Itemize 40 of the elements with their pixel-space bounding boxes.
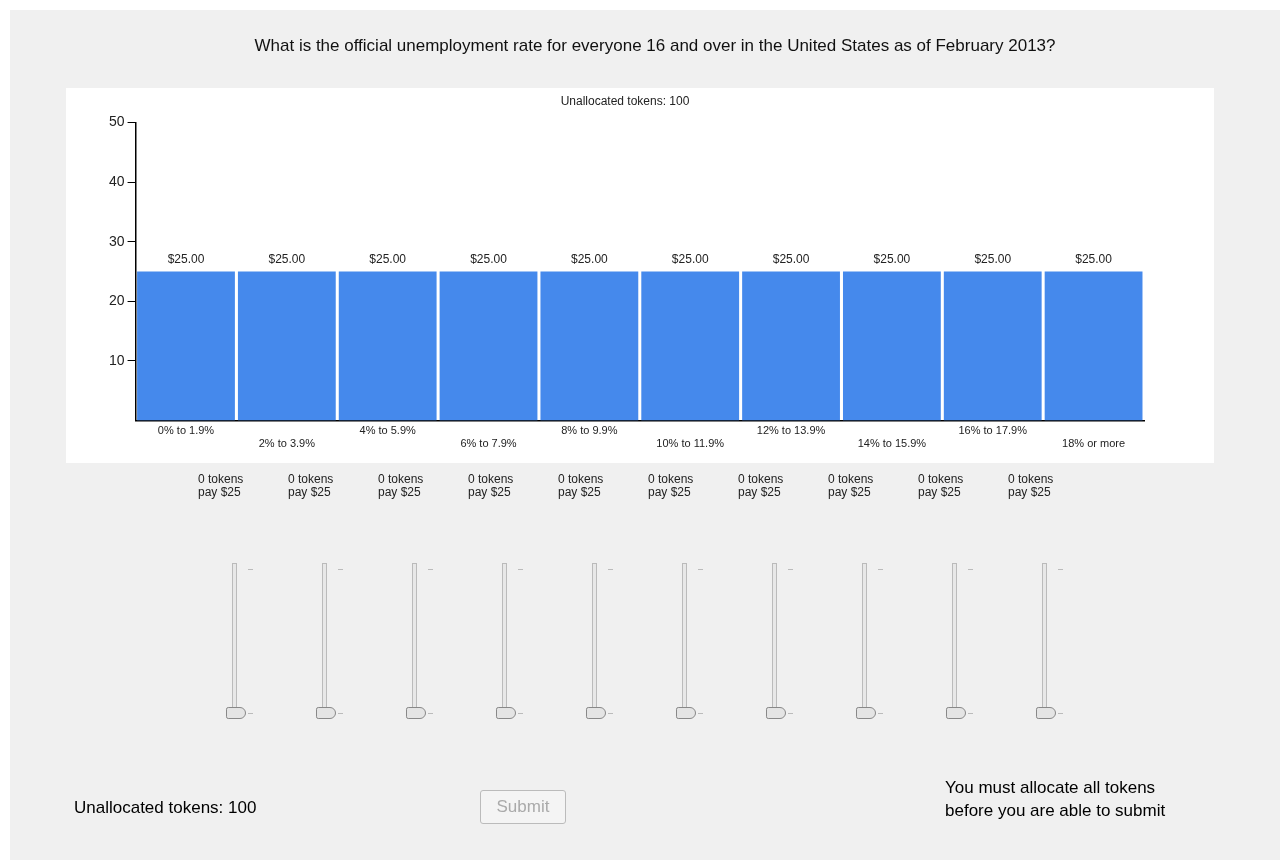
x-tick-label: 14% to 15.9% xyxy=(857,437,927,450)
y-tick-label: 20 xyxy=(108,292,125,309)
y-tick-label: 30 xyxy=(108,232,125,249)
chart-subtitle: Unallocated tokens: 100 xyxy=(560,93,690,108)
x-tick-label: 10% to 11.9% xyxy=(656,437,725,450)
x-tick-label: 18% or more xyxy=(1062,437,1126,450)
data-label: $25.00 xyxy=(571,251,609,266)
text: 0 tokens pay $25 xyxy=(198,472,244,499)
data-label: $25.00 xyxy=(369,251,407,266)
data-label: $25.00 xyxy=(167,251,205,266)
x-tick-label: 8% to 9.9% xyxy=(561,424,618,437)
y-tick-label: 50 xyxy=(108,113,125,130)
text: 0 tokens pay $25 xyxy=(648,472,694,499)
data-label: $25.00 xyxy=(268,251,306,266)
chart-title: What is the official unemployment rate for everyone 16 and over in the United States as of February 2013? xyxy=(253,36,1057,56)
data-label: $25.00 xyxy=(873,251,911,266)
text: 0 tokens pay $25 xyxy=(1008,472,1054,499)
data-label: $25.00 xyxy=(671,251,709,266)
x-tick-label: 2% to 3.9% xyxy=(258,437,316,450)
y-tick-label: 10 xyxy=(108,351,125,368)
text: Unallocated tokens: 100 xyxy=(74,798,257,818)
x-tick-label: 6% to 7.9% xyxy=(460,437,517,450)
text: 0 tokens pay $25 xyxy=(738,472,784,499)
x-tick-label: 12% to 13.9% xyxy=(756,424,826,437)
text: 0 tokens pay $25 xyxy=(468,472,514,499)
x-tick-label: 4% to 5.9% xyxy=(359,424,417,437)
y-tick-label: 40 xyxy=(108,172,125,189)
data-label: $25.00 xyxy=(974,251,1012,266)
x-tick-label: 16% to 17.9% xyxy=(958,424,1028,437)
x-tick-label: 0% to 1.9% xyxy=(157,424,215,437)
text: 0 tokens pay $25 xyxy=(828,472,874,499)
text: Submit xyxy=(480,790,566,824)
data-label: $25.00 xyxy=(1075,251,1113,266)
text: 0 tokens pay $25 xyxy=(378,472,424,499)
text: 0 tokens pay $25 xyxy=(288,472,334,499)
text: 0 tokens pay $25 xyxy=(918,472,964,499)
text: 0 tokens pay $25 xyxy=(558,472,604,499)
data-label: $25.00 xyxy=(772,251,810,266)
data-label: $25.00 xyxy=(470,251,508,266)
text: You must allocate all tokens before you are able to submit xyxy=(945,777,1166,822)
